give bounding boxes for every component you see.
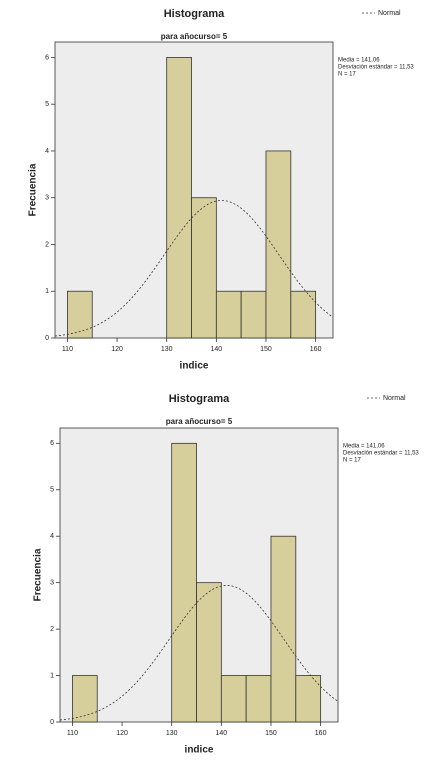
chart-title: Histograma [164,8,225,20]
y-tick-label: 0 [50,719,54,726]
bar [265,150,292,339]
y-axis-label: Frecuencia [28,163,39,216]
x-axis-label: indice [180,361,209,372]
x-tick-label: 160 [315,730,327,737]
stats-label: N = 17 [343,458,362,464]
x-tick-label: 130 [161,346,173,353]
stats-label: Desviación estándar = 11,53 [343,451,419,457]
x-tick-label: 160 [310,346,322,353]
y-tick-label: 1 [45,288,49,295]
bar [220,675,247,723]
y-tick-label: 3 [50,580,54,587]
bar [196,582,222,723]
y-tick-label: 3 [45,195,49,202]
legend-label: Normal [383,395,406,402]
bar [240,290,267,339]
x-tick-label: 130 [166,730,178,737]
chart-subtitle: para añocurso= 5 [161,32,228,41]
y-tick-label: 5 [45,101,49,108]
y-tick-label: 2 [45,241,49,248]
y-tick-label: 0 [45,335,49,342]
x-tick-label: 150 [260,346,272,353]
x-tick-label: 110 [67,730,78,737]
x-tick-label: 140 [210,346,222,353]
y-tick-label: 5 [50,487,54,494]
x-tick-label: 150 [265,730,277,737]
bar [171,442,197,723]
bar [215,290,242,339]
x-tick-label: 120 [116,730,128,737]
chart-subtitle: para añocurso= 5 [166,417,233,426]
normal-curve [54,200,334,337]
y-tick-label: 6 [50,440,54,447]
chart-title: Histograma [169,393,230,405]
stats-label: Media = 141,06 [338,58,380,64]
y-tick-label: 1 [50,672,54,679]
y-tick-label: 2 [50,626,54,633]
x-tick-label: 120 [111,346,123,353]
bar [245,675,272,723]
y-axis-label: Frecuencia [33,548,44,601]
legend-label: Normal [378,10,401,17]
bar [270,535,297,723]
normal-curve [59,584,339,721]
stats-label: N = 17 [338,72,357,78]
stats-label: Media = 141,06 [343,444,385,450]
x-axis-label: indice [185,745,214,756]
bar [295,675,322,723]
bar [72,675,98,723]
stats-label: Desviación estándar = 11,53 [338,65,414,71]
y-tick-label: 6 [45,54,49,61]
bar [67,290,93,339]
bar [290,290,317,339]
bar [166,57,192,339]
x-tick-label: 140 [215,730,227,737]
x-tick-label: 110 [62,346,73,353]
bar [191,197,217,339]
y-tick-label: 4 [45,148,49,155]
y-tick-label: 4 [50,533,54,540]
